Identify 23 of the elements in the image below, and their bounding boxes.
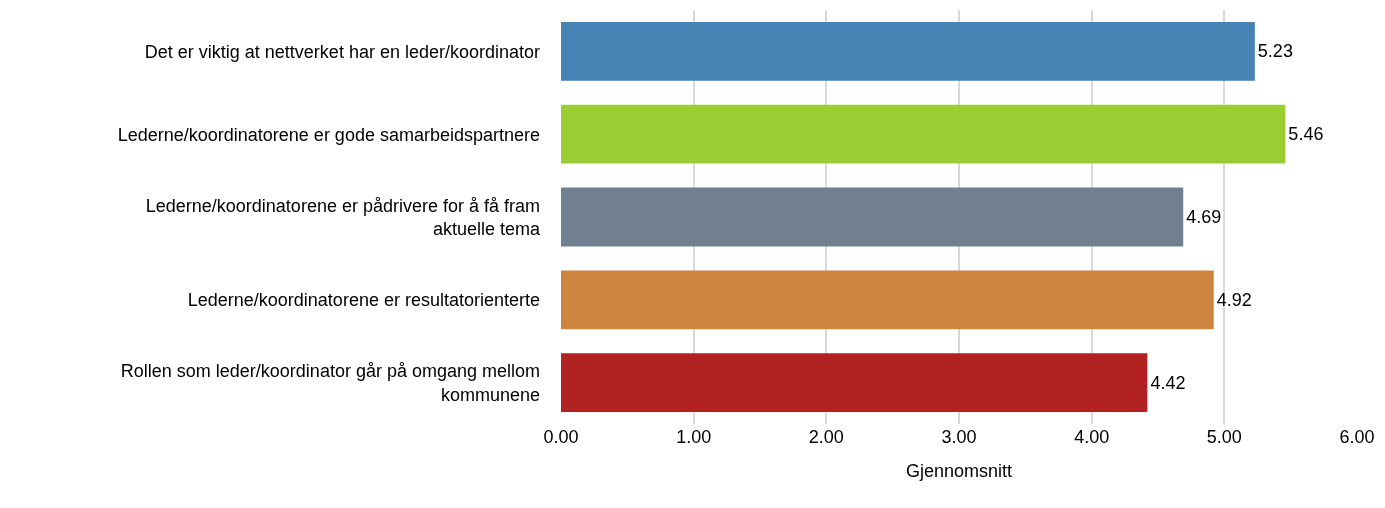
y-tick-label: Rollen som leder/koordinator går på omgang mellom kommunene — [120, 361, 540, 405]
y-tick-label: Det er viktig at nettverket har en leder/koordinator — [144, 41, 540, 62]
x-tick-label: 4.00 — [1074, 427, 1110, 447]
bar — [561, 104, 1286, 164]
data-label: 4.69 — [1186, 207, 1222, 227]
data-label: 5.23 — [1257, 41, 1293, 62]
bar — [561, 353, 1148, 412]
y-tick-label: Lederne/koordinatorene er resultatorienterte — [187, 290, 540, 311]
data-label: 4.92 — [1216, 289, 1252, 310]
x-tick-label: 5.00 — [1206, 427, 1242, 447]
x-axis-title: Gjennomsnitt — [905, 461, 1013, 482]
bar — [561, 270, 1214, 330]
bar — [561, 187, 1184, 247]
x-tick-label: 2.00 — [808, 427, 844, 447]
y-tick-label: Lederne/koordinatorene er gode samarbeidspartnere — [117, 124, 540, 145]
x-tick-label: 3.00 — [941, 427, 977, 447]
x-tick-label: 6.00 — [1339, 427, 1375, 447]
data-label: 4.42 — [1150, 372, 1186, 393]
x-tick-label: 1.00 — [676, 427, 712, 447]
data-label: 5.46 — [1288, 124, 1324, 145]
bar — [561, 22, 1255, 81]
y-tick-label: Lederne/koordinatorene er pådrivere for å få fram aktuelle tema — [145, 195, 541, 239]
x-tick-label: 0.00 — [543, 427, 579, 447]
